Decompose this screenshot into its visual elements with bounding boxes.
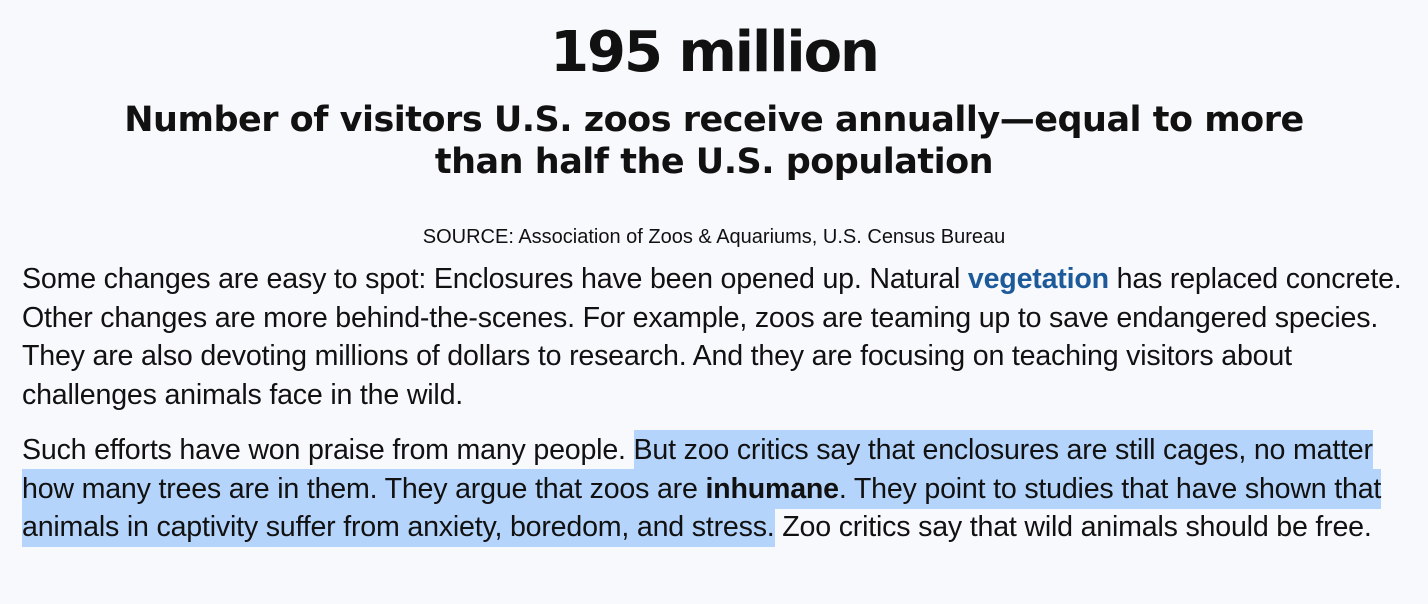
paragraph-text: Such efforts have won praise from many p… <box>22 434 634 466</box>
article-paragraph-2: Such efforts have won praise from many p… <box>22 430 1406 547</box>
article-paragraph-1: Some changes are easy to spot: Enclosure… <box>22 260 1406 414</box>
vocabulary-link-vegetation[interactable]: vegetation <box>967 263 1109 295</box>
bold-term-inhumane: inhumane <box>705 472 839 505</box>
paragraph-text: Zoo critics say that wild animals should… <box>774 511 1372 543</box>
highlighted-text: . They point to studies that have shown … <box>22 472 1382 544</box>
statistic-source: SOURCE: Association of Zoos & Aquariums,… <box>422 226 1006 248</box>
paragraph-text: has replaced concrete. Other changes are… <box>22 263 1402 411</box>
statistic-caption: Number of visitors U.S. zoos receive ann… <box>124 100 1304 182</box>
statistic-value: 195 million <box>550 20 880 85</box>
selected-text-highlight[interactable]: But zoo critics say that enclosures are … <box>22 430 1381 547</box>
highlighted-text: But zoo critics say that enclosures are … <box>22 434 1373 505</box>
paragraph-text: Some changes are easy to spot: Enclosure… <box>22 263 968 295</box>
